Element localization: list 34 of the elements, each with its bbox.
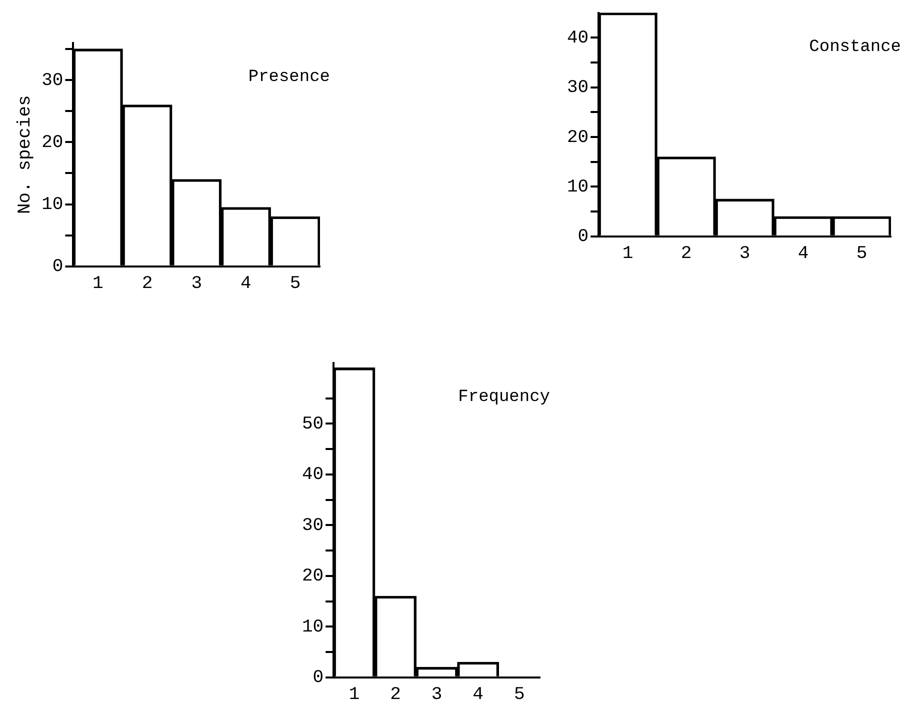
x-tick-label: 5	[290, 274, 301, 294]
x-tick-label: 4	[472, 684, 484, 705]
y-tick-label: 20	[566, 128, 589, 148]
x-tick-label: 5	[856, 244, 868, 264]
y-tick-label: 10	[42, 195, 64, 216]
x-tick-label: 3	[739, 244, 750, 264]
x-tick-label: 1	[622, 244, 634, 264]
y-tick-label: 10	[302, 617, 324, 638]
y-tick-label: 30	[42, 70, 64, 91]
x-tick-label: 1	[348, 684, 360, 705]
x-tick-label: 2	[390, 684, 401, 705]
y-tick-label: 10	[566, 177, 589, 198]
x-tick-label: 4	[798, 244, 809, 264]
y-tick-label: 40	[566, 28, 589, 48]
y-tick-label: 50	[302, 414, 324, 434]
y-tick-label: 30	[302, 516, 324, 536]
text: Frequency	[458, 388, 550, 407]
text: Constance	[809, 38, 901, 57]
y-tick-label: 20	[42, 132, 64, 153]
y-tick-label: 0	[312, 668, 324, 688]
x-tick-label: 2	[680, 244, 692, 264]
x-tick-label: 1	[92, 274, 104, 294]
y-axis-title: No. species	[16, 95, 36, 214]
x-tick-label: 2	[142, 274, 153, 294]
x-tick-label: 3	[191, 274, 202, 294]
y-tick-label: 40	[302, 465, 324, 486]
y-tick-label: 0	[52, 257, 64, 278]
y-tick-label: 30	[566, 78, 589, 98]
y-tick-label: 0	[578, 227, 589, 248]
y-tick-label: 20	[302, 566, 324, 587]
x-tick-label: 5	[514, 684, 525, 705]
x-tick-label: 4	[240, 274, 252, 294]
x-tick-label: 3	[431, 684, 442, 705]
text: Presence	[248, 68, 330, 87]
